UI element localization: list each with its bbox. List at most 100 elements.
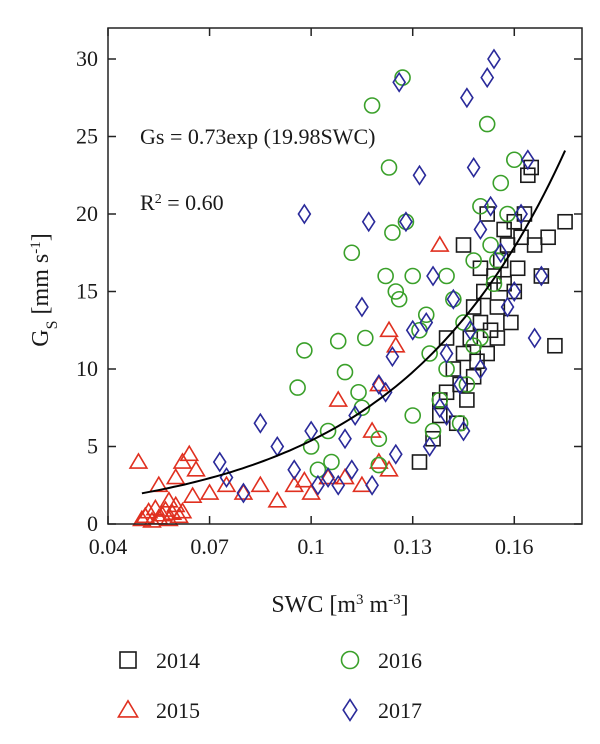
data-point-2015 (250, 475, 271, 493)
data-point-2016 (289, 379, 306, 396)
data-point-2017 (453, 373, 468, 396)
y-tick-label: 30 (76, 46, 98, 71)
data-point-2017 (287, 459, 302, 481)
data-point-2016 (363, 97, 381, 114)
data-point-2016 (343, 244, 361, 262)
data-point-2015 (142, 511, 162, 528)
data-point-2015 (182, 486, 203, 503)
data-point-2017 (385, 346, 400, 368)
data-point-2015 (165, 495, 186, 513)
data-point-2015 (328, 390, 349, 407)
data-point-2016 (336, 363, 354, 381)
data-point-2017 (253, 412, 268, 434)
data-point-2014 (533, 268, 550, 284)
data-point-2016 (323, 453, 340, 471)
data-point-2017 (412, 164, 427, 186)
data-point-2014 (431, 407, 448, 424)
data-point-2017 (365, 474, 379, 496)
data-point-2015 (369, 374, 389, 392)
data-point-2017 (321, 466, 335, 489)
r-squared: R2 = 0.60 (140, 190, 224, 215)
data-point-2014 (557, 213, 573, 230)
data-point-2015 (335, 467, 355, 485)
data-point-2016 (387, 283, 405, 300)
data-point-2017 (422, 435, 437, 458)
data-point-2017 (419, 311, 434, 334)
y-tick-label: 25 (76, 124, 98, 149)
data-point-2017 (507, 280, 522, 303)
data-point-2014 (526, 237, 543, 253)
data-point-2017 (297, 203, 312, 225)
data-point-2014 (476, 283, 492, 300)
data-point-2017 (361, 211, 376, 233)
data-point-2016 (357, 329, 374, 347)
y-tick-label: 20 (76, 201, 98, 226)
data-point-2017 (399, 211, 413, 233)
data-point-2014 (425, 430, 441, 447)
y-axis-label: GS [mm s-1] (28, 233, 61, 346)
x-tick-label: 0.1 (297, 534, 325, 559)
data-point-2017 (392, 71, 407, 93)
data-point-2016 (458, 376, 476, 393)
data-point-2015 (165, 467, 186, 485)
series-2014 (411, 159, 573, 470)
data-point-2016 (417, 306, 435, 324)
data-point-2017 (446, 288, 461, 310)
data-point-2017 (493, 242, 508, 264)
data-point-2017 (371, 373, 386, 396)
data-point-2015 (186, 460, 206, 477)
x-tick-label: 0.16 (495, 534, 534, 559)
data-point-2016 (404, 267, 422, 285)
data-point-2014 (509, 260, 526, 277)
data-point-2016 (329, 332, 347, 350)
legend: 2014 2016 2015 2017 (116, 648, 422, 723)
data-point-2016 (424, 422, 442, 440)
data-point-2014 (547, 337, 563, 354)
data-point-2016 (465, 252, 482, 269)
data-point-2015 (301, 483, 321, 500)
data-point-2016 (377, 267, 394, 285)
data-point-2016 (431, 391, 449, 409)
data-point-2015 (379, 320, 399, 338)
data-point-2016 (319, 422, 337, 440)
legend-label-2016: 2016 (378, 648, 422, 673)
data-point-2016 (370, 456, 388, 474)
plot-frame (107, 27, 583, 525)
data-point-2017 (527, 327, 542, 349)
legend-entry-2014: 2014 (119, 648, 200, 673)
data-point-2016 (478, 115, 496, 133)
data-point-2016 (350, 383, 367, 401)
data-point-2014 (506, 283, 523, 300)
data-point-2016 (421, 345, 438, 362)
legend-label-2015: 2015 (156, 698, 200, 723)
data-point-2016 (390, 290, 408, 308)
legend-entry-2016: 2016 (340, 648, 422, 673)
x-tick-label: 0.13 (393, 534, 432, 559)
data-point-2017 (236, 482, 251, 504)
data-point-2015 (199, 483, 220, 500)
data-point-2014 (479, 345, 496, 362)
data-point-2017 (311, 474, 325, 496)
data-point-2017 (338, 428, 352, 450)
fit-equation: Gs = 0.73exp (19.98SWC) (140, 124, 375, 149)
data-point-2014 (503, 314, 519, 331)
data-point-2017 (459, 87, 474, 109)
legend-label-2017: 2017 (378, 698, 422, 723)
y-tick-label: 10 (76, 356, 98, 381)
data-point-2015 (429, 235, 450, 252)
data-point-2014 (516, 206, 533, 222)
data-point-2016 (438, 267, 455, 285)
data-point-2014 (455, 345, 472, 362)
data-point-2014 (489, 330, 506, 346)
data-point-2014 (411, 454, 428, 470)
series-2015 (128, 235, 450, 528)
data-point-2016 (404, 407, 422, 424)
y-tick-label: 5 (87, 434, 98, 459)
legend-entry-2017: 2017 (342, 698, 422, 723)
data-point-2017 (426, 265, 440, 287)
data-point-2017 (439, 342, 454, 365)
data-point-2015 (267, 491, 288, 508)
data-point-2016 (505, 151, 523, 169)
x-axis-label: SWC [m3 m-3] (271, 592, 408, 618)
data-point-2014 (445, 361, 462, 377)
